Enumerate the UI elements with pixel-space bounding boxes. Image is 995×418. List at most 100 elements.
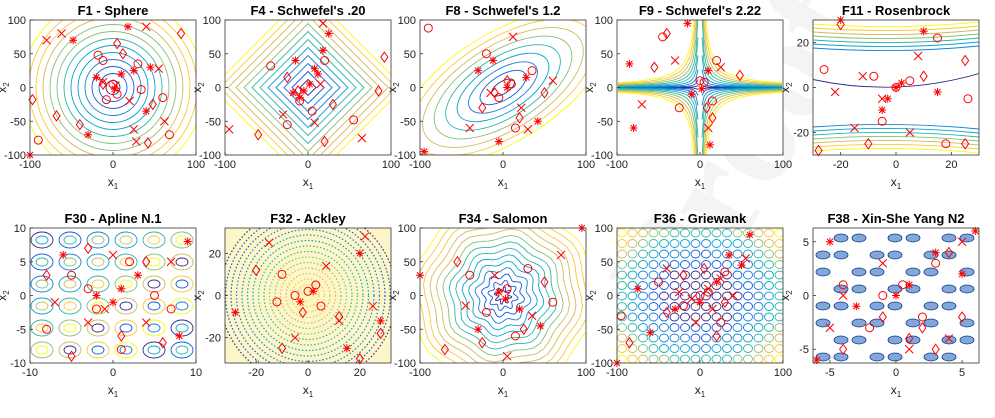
- diamond-marker: [376, 327, 385, 340]
- contour-line: [813, 33, 979, 40]
- contour-line: [30, 319, 54, 337]
- contour-line: [617, 88, 699, 138]
- contour-blob: [833, 335, 849, 345]
- circle-marker: [133, 59, 143, 69]
- contour-line: [680, 260, 690, 269]
- contour-line: [813, 127, 979, 134]
- star-marker: [646, 328, 655, 337]
- cross-marker: [556, 250, 566, 260]
- y-tick-label: 100: [595, 223, 613, 235]
- contour-line: [175, 279, 189, 289]
- contour-line: [252, 239, 364, 352]
- contour-line: [648, 354, 659, 363]
- y-axis-label: x2: [0, 290, 11, 301]
- contour-line: [743, 333, 753, 343]
- y-tick-label: 100: [398, 15, 416, 27]
- cross-marker: [357, 133, 367, 143]
- star-marker: [705, 140, 714, 149]
- contour-blob: [833, 233, 849, 243]
- contour-line: [86, 253, 110, 271]
- contour-line: [114, 297, 138, 315]
- y-tick-label: -20: [205, 333, 221, 345]
- contour-line: [743, 323, 753, 332]
- contour-line: [617, 344, 627, 353]
- contour-line: [147, 323, 161, 333]
- y-tick-label: 100: [595, 15, 613, 27]
- diamond-marker: [519, 323, 528, 336]
- contour-line: [142, 231, 166, 249]
- circle-marker: [112, 89, 122, 99]
- circle-marker: [819, 65, 829, 74]
- cross-marker: [100, 304, 110, 314]
- y-tick-label: 100: [8, 15, 26, 27]
- contour-line: [722, 249, 732, 259]
- circle-marker: [712, 56, 722, 65]
- diamond-marker: [355, 352, 364, 365]
- contour-line: [732, 239, 743, 248]
- star-marker: [309, 287, 318, 296]
- y-axis-label: x2: [190, 82, 206, 93]
- contour-line: [669, 270, 680, 280]
- contour-line: [63, 257, 77, 267]
- contour-line: [669, 354, 680, 363]
- cross-marker: [523, 124, 533, 134]
- star-marker: [183, 237, 192, 246]
- contour-line: [456, 52, 550, 123]
- contour-line: [774, 333, 783, 343]
- contour-line: [35, 235, 49, 245]
- contour-line: [764, 228, 774, 238]
- contour-line: [711, 260, 722, 269]
- y-tick-label: -5: [799, 344, 809, 356]
- contour-line: [764, 260, 774, 269]
- y-tick-label: 50: [209, 49, 221, 61]
- star-marker: [142, 107, 151, 116]
- diamond-marker: [650, 61, 659, 74]
- x-tick-label: 100: [577, 159, 595, 171]
- contour-line: [627, 302, 638, 311]
- x-axis-label: x1: [108, 383, 119, 399]
- contour-line: [711, 354, 722, 363]
- star-marker: [905, 280, 914, 289]
- cross-marker: [131, 137, 141, 146]
- star-marker: [712, 278, 721, 286]
- contour-line: [49, 24, 177, 151]
- contour-line: [86, 275, 110, 293]
- contour-line: [732, 344, 743, 353]
- contour-line: [690, 281, 701, 290]
- diamond-marker: [176, 27, 186, 40]
- contour-line: [764, 344, 774, 353]
- y-tick-label: -50: [400, 116, 416, 128]
- y-tick-label: 100: [203, 15, 221, 27]
- contour-line: [813, 147, 979, 154]
- contour-line: [648, 302, 659, 311]
- diamond-marker: [712, 330, 721, 342]
- contour-line: [764, 249, 774, 259]
- diamond-marker: [836, 18, 845, 31]
- contour-line: [627, 239, 638, 248]
- contour-line: [648, 344, 659, 353]
- x-tick-label: 0: [110, 367, 116, 379]
- star-marker: [812, 355, 821, 364]
- contour-line: [813, 123, 979, 130]
- cross-marker: [490, 270, 500, 280]
- contour-line: [711, 302, 722, 311]
- circle-marker: [716, 318, 726, 327]
- subplot-title: F1 - Sphere: [78, 3, 149, 18]
- contour-line: [617, 239, 627, 248]
- cross-marker: [316, 79, 325, 89]
- contour-line: [764, 323, 774, 332]
- contour-line: [690, 249, 701, 259]
- cross-marker: [111, 81, 120, 90]
- diamond-marker: [735, 69, 744, 82]
- contour-line: [77, 52, 149, 123]
- cross-marker: [830, 87, 840, 97]
- contour-line: [91, 279, 105, 289]
- contour-line: [680, 354, 690, 363]
- contour-line: [461, 254, 545, 337]
- diamond-marker: [158, 336, 167, 349]
- circle-marker: [164, 130, 174, 140]
- contour-line: [722, 239, 732, 248]
- contour-line: [481, 273, 525, 318]
- star-marker: [474, 66, 483, 75]
- diamond-marker: [679, 269, 688, 282]
